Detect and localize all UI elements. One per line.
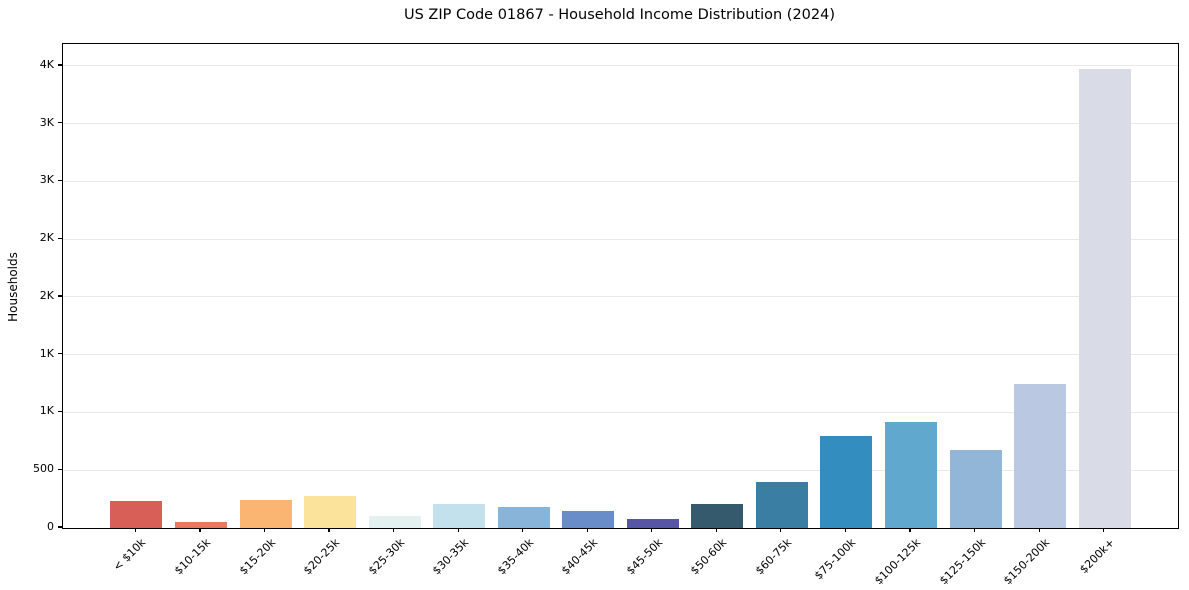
x-tick-label: $10-15k	[171, 536, 214, 578]
bar	[1078, 69, 1131, 528]
gridline	[63, 123, 1178, 125]
chart-title: US ZIP Code 01867 - Household Income Dis…	[403, 7, 836, 23]
y-tick	[57, 237, 62, 239]
bar	[368, 516, 421, 528]
y-tick-label: 500	[33, 462, 54, 476]
x-tick-label: $30-35k	[430, 536, 472, 578]
bar	[820, 436, 873, 528]
x-tick-label: $15-20k	[236, 536, 278, 578]
bar	[497, 506, 550, 528]
y-tick-label: 2K	[39, 231, 54, 245]
gridline	[63, 180, 1178, 182]
x-tick	[328, 528, 330, 533]
bar	[433, 503, 486, 528]
y-axis-label: Households	[6, 252, 20, 322]
y-tick	[57, 468, 62, 470]
bar	[626, 518, 679, 528]
bar	[562, 510, 615, 528]
gridline	[63, 354, 1178, 356]
y-tick	[57, 179, 62, 182]
x-tick	[134, 528, 136, 533]
x-tick-label: $40-45k	[559, 536, 601, 578]
gridline	[63, 411, 1178, 413]
y-tick-label: 2K	[39, 288, 54, 302]
bar	[755, 481, 808, 528]
y-tick	[57, 410, 62, 413]
x-tick	[199, 528, 201, 533]
x-tick-label: $35-40k	[494, 536, 536, 578]
bar	[110, 501, 163, 528]
bar	[885, 422, 937, 528]
x-tick	[780, 528, 782, 533]
x-tick	[522, 528, 524, 533]
x-tick-label: $45-50k	[623, 536, 665, 578]
gridline	[63, 469, 1178, 471]
x-tick	[973, 528, 976, 533]
gridline	[63, 65, 1178, 67]
x-tick	[909, 528, 911, 533]
x-tick	[1038, 528, 1040, 533]
x-tick-label: $100-125k	[872, 536, 924, 588]
y-tick-label: 1K	[39, 404, 54, 418]
gridline	[63, 296, 1178, 298]
x-tick	[263, 528, 266, 533]
x-tick	[586, 528, 588, 533]
plot-area	[62, 43, 1179, 529]
bar	[304, 496, 357, 528]
bar	[691, 504, 744, 528]
x-tick-label: $150-200k	[1001, 536, 1053, 588]
y-tick-label: 0	[47, 520, 54, 533]
x-tick-label: $75-100k	[812, 536, 859, 583]
y-tick	[57, 64, 62, 66]
x-tick	[393, 528, 395, 533]
x-tick	[844, 528, 847, 533]
x-tick-label: $125-150k	[936, 536, 988, 588]
x-tick-label: $25-30k	[365, 536, 407, 578]
bar	[949, 450, 1002, 528]
y-tick	[57, 353, 62, 355]
x-tick-label: $200k+	[1076, 536, 1117, 577]
y-tick-label: 1K	[39, 346, 54, 360]
x-tick-label: $50-60k	[688, 536, 730, 578]
x-tick	[1103, 528, 1105, 533]
bar	[1014, 384, 1067, 528]
y-tick-label: 3K	[39, 115, 54, 129]
x-tick-label: < $10k	[111, 536, 149, 574]
bar	[174, 521, 227, 528]
x-tick	[715, 528, 717, 533]
gridline	[63, 238, 1178, 240]
y-tick-label: 4K	[39, 57, 54, 71]
x-tick	[457, 528, 459, 533]
y-tick	[57, 295, 62, 297]
x-tick	[651, 528, 653, 533]
x-tick-label: $60-75k	[752, 536, 795, 578]
x-tick-label: $20-25k	[300, 536, 343, 578]
bar	[239, 500, 292, 528]
y-tick-label: 3K	[39, 173, 54, 187]
y-tick	[57, 122, 62, 124]
y-tick	[57, 526, 62, 528]
